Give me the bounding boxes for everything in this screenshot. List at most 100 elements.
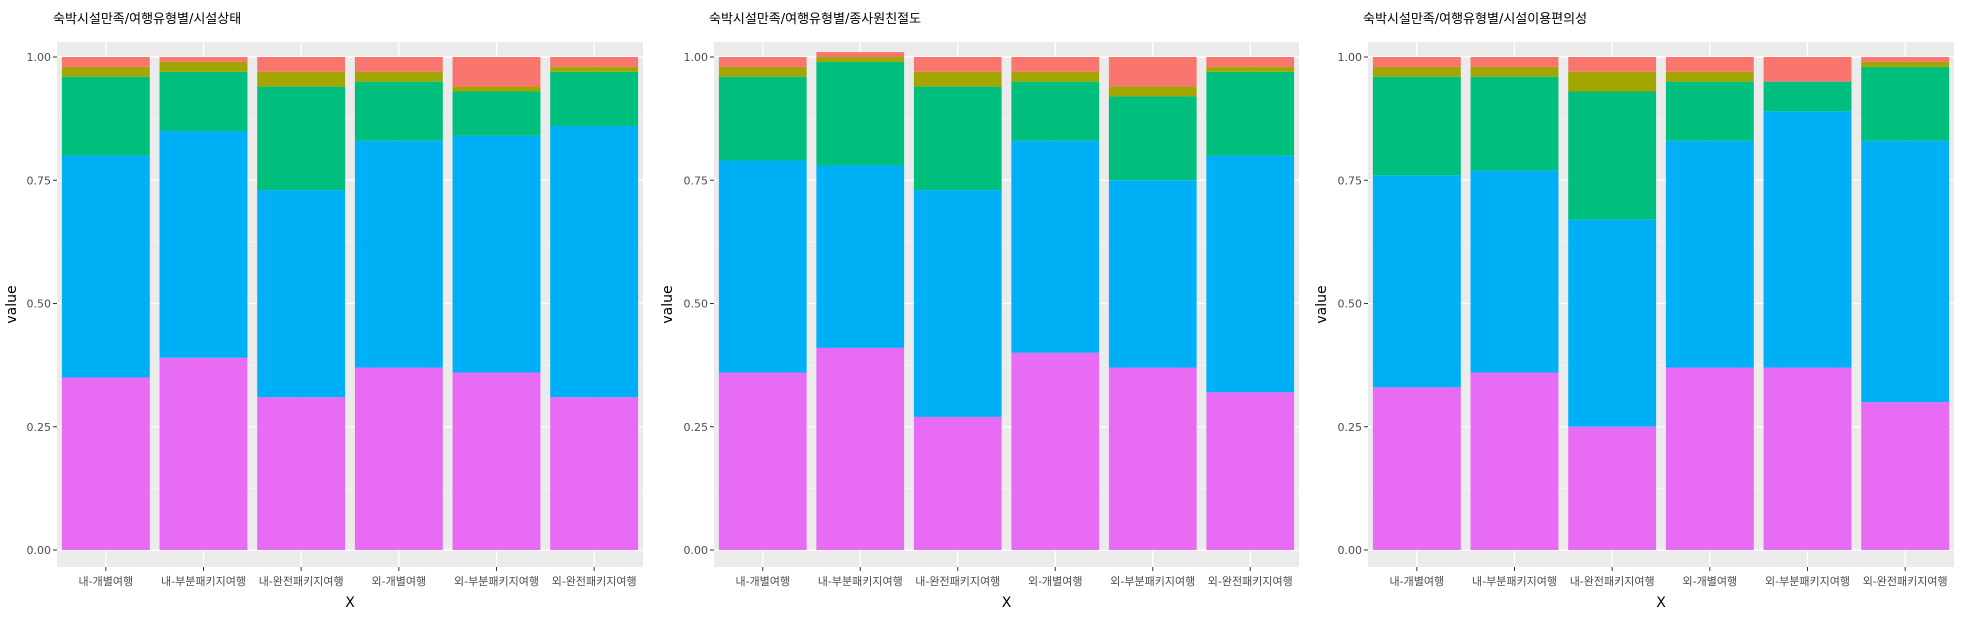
bar-segment (1763, 367, 1852, 550)
bar-segment (354, 81, 443, 141)
x-tick-label: 내-완전패키지여행 (259, 575, 344, 588)
bar-segment (1665, 71, 1754, 82)
bar-segment (1206, 66, 1295, 72)
chart-panel-3: 숙박시설만족/여행유형별/시설이용편의성 0.00 0.25 0.50 0.75 1.00… (1314, 11, 1954, 611)
plot-background (57, 42, 643, 567)
y-tick-label: 1.00 (684, 51, 709, 64)
bar-segment (452, 86, 541, 92)
bar-segment (913, 57, 1002, 72)
bar-segment (257, 190, 346, 398)
y-tick-label: 0.50 (27, 298, 52, 311)
x-tick-label: 외-부분패키지여행 (454, 575, 539, 588)
x-tick-label: 외-개별여행 (372, 575, 427, 588)
x-tick-label: 외-완전패키지여행 (1863, 575, 1948, 588)
bar-segment (1763, 81, 1852, 112)
bar-segment (1206, 71, 1295, 156)
bar-segment (1861, 66, 1950, 141)
bar-segment (354, 71, 443, 82)
bar-segment (1372, 57, 1461, 67)
bar-segment (354, 57, 443, 72)
y-tick-label: 0.75 (27, 174, 52, 187)
bar-segment (1206, 392, 1295, 550)
bar-segment (1108, 180, 1197, 368)
bar-segment (816, 57, 905, 62)
x-tick-label: 내-부분패키지여행 (818, 575, 903, 588)
bar-segment (1861, 402, 1950, 550)
chart-title: 숙박시설만족/여행유형별/시설상태 (53, 11, 241, 27)
x-tick-label: 내-개별여행 (1390, 575, 1445, 588)
x-tick-label: 내-개별여행 (79, 575, 134, 588)
bar-segment (913, 416, 1002, 550)
plot-background (1368, 42, 1954, 567)
x-tick-label: 외-개별여행 (1028, 575, 1083, 588)
bar-segment (452, 57, 541, 87)
y-tick-label: 0.25 (27, 421, 52, 434)
y-tick-label: 0.50 (684, 298, 709, 311)
bar-segment (718, 57, 807, 67)
bar-segment (1568, 71, 1657, 92)
y-axis-label: value (660, 285, 676, 323)
bar-segment (1568, 426, 1657, 550)
plot-background (714, 42, 1299, 567)
x-tick-label: 외-부분패키지여행 (1765, 575, 1850, 588)
bar-segment (1861, 61, 1950, 67)
bar-segment (452, 91, 541, 136)
bar-segment (550, 57, 639, 67)
bar-segment (1470, 57, 1559, 67)
bar-segment (159, 61, 248, 72)
x-axis-label: X (1656, 595, 1666, 611)
bar-segment (550, 66, 639, 72)
bar-segment (452, 372, 541, 550)
x-tick-label: 내-완전패키지여행 (1570, 575, 1655, 588)
bar-segment (1011, 57, 1100, 72)
bar-segment (816, 165, 905, 348)
bar-segment (1011, 352, 1100, 550)
bar-segment (718, 160, 807, 373)
bar-segment (1763, 57, 1852, 82)
chart-title: 숙박시설만족/여행유형별/시설이용편의성 (1363, 11, 1587, 27)
bar-segment (1108, 367, 1197, 550)
bar-segment (257, 71, 346, 87)
bar-segment (1568, 57, 1657, 72)
bar-segment (1665, 367, 1754, 550)
bar-segment (159, 357, 248, 550)
x-tick-label: 외-개별여행 (1683, 575, 1738, 588)
bar-segment (1372, 387, 1461, 550)
bar-segment (718, 76, 807, 161)
bar-segment (1861, 140, 1950, 403)
bar-segment (1108, 96, 1197, 181)
bar-segment (1011, 140, 1100, 353)
bar-segment (1372, 66, 1461, 77)
bar-segment (1665, 57, 1754, 72)
bar-segment (913, 71, 1002, 87)
bar-segment (1470, 76, 1559, 171)
bar-segment (1665, 81, 1754, 141)
bar-segment (61, 66, 150, 77)
y-tick-label: 0.00 (684, 544, 709, 557)
bar-segment (718, 372, 807, 550)
y-tick-label: 0.75 (684, 174, 709, 187)
y-axis-label: value (4, 285, 20, 323)
bar-segment (1470, 372, 1559, 550)
bar-segment (816, 52, 905, 57)
bar-segment (159, 130, 248, 358)
bar-segment (159, 71, 248, 131)
bar-segment (816, 347, 905, 550)
y-tick-label: 1.00 (1338, 51, 1363, 64)
x-tick-label: 내-완전패키지여행 (915, 575, 1000, 588)
x-tick-label: 내-개별여행 (735, 575, 790, 588)
x-axis-label: X (345, 595, 355, 611)
bar-segment (1665, 140, 1754, 368)
chart-panel-2: 숙박시설만족/여행유형별/종사원친절도 0.00 0.25 0.50 0.75 1.00 내… (660, 11, 1299, 611)
bar-segment (1011, 71, 1100, 82)
bar-segment (1568, 219, 1657, 427)
bar-segment (1763, 111, 1852, 368)
bar-segment (61, 57, 150, 67)
bar-segment (257, 397, 346, 550)
bar-segment (1372, 76, 1461, 176)
y-tick-label: 0.00 (27, 544, 52, 557)
y-tick-label: 0.25 (1338, 421, 1363, 434)
bar-segment (61, 76, 150, 156)
